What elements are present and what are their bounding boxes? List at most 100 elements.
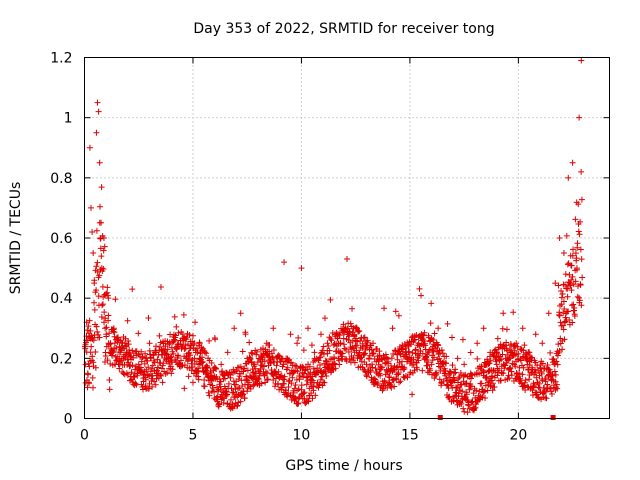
- data-point: [421, 337, 428, 344]
- data-point: [101, 319, 108, 326]
- data-point: [572, 250, 579, 257]
- data-point: [312, 392, 319, 399]
- data-point: [464, 409, 471, 416]
- data-point: [298, 265, 305, 272]
- data-point: [356, 328, 363, 335]
- data-point: [566, 317, 573, 324]
- data-point: [405, 355, 412, 362]
- data-point: [538, 370, 545, 377]
- data-point: [307, 369, 314, 376]
- data-point: [275, 352, 282, 359]
- data-point: [459, 336, 466, 343]
- data-point: [116, 355, 123, 362]
- data-point: [533, 391, 540, 398]
- data-point: [105, 317, 112, 324]
- data-point: [195, 376, 202, 383]
- data-point: [230, 389, 237, 396]
- data-point: [349, 305, 356, 312]
- data-point: [317, 331, 324, 338]
- data-point: [508, 372, 515, 379]
- y-tick-label: 0.2: [50, 351, 72, 367]
- data-point: [308, 342, 315, 349]
- data-point: [90, 384, 97, 391]
- data-point: [472, 404, 479, 411]
- data-gap-markers: [437, 415, 556, 420]
- data-point: [427, 367, 434, 374]
- data-point: [396, 379, 403, 386]
- data-point: [572, 216, 579, 223]
- data-point: [569, 319, 576, 326]
- data-point: [169, 366, 176, 373]
- data-point: [98, 184, 105, 191]
- data-point: [227, 374, 234, 381]
- y-tick-label: 1.2: [50, 51, 72, 67]
- data-point: [326, 347, 333, 354]
- data-point: [105, 312, 112, 319]
- y-tick-label: 0.4: [50, 291, 72, 307]
- data-point: [482, 394, 489, 401]
- data-point: [145, 385, 152, 392]
- data-point: [153, 349, 160, 356]
- data-point: [496, 357, 503, 364]
- data-point: [89, 374, 96, 381]
- data-point: [284, 393, 291, 400]
- data-point: [502, 362, 509, 369]
- data-point: [186, 332, 193, 339]
- data-point: [85, 379, 92, 386]
- data-point: [241, 394, 248, 401]
- data-point: [96, 334, 103, 341]
- data-point: [234, 402, 241, 409]
- data-point: [429, 357, 436, 364]
- data-point: [485, 360, 492, 367]
- data-point: [243, 374, 250, 381]
- data-point: [168, 370, 175, 377]
- data-point: [487, 349, 494, 356]
- data-point: [399, 342, 406, 349]
- data-point: [89, 353, 96, 360]
- data-point: [156, 332, 163, 339]
- data-point: [311, 349, 318, 356]
- data-point: [571, 304, 578, 311]
- data-point: [97, 235, 104, 241]
- data-point: [394, 356, 401, 363]
- data-point: [126, 363, 133, 370]
- data-point: [124, 349, 131, 356]
- data-point: [189, 364, 196, 371]
- data-point: [452, 369, 459, 376]
- data-point: [559, 291, 566, 298]
- data-point: [461, 361, 468, 368]
- data-point: [340, 335, 347, 342]
- data-point: [346, 328, 353, 335]
- data-point: [89, 335, 96, 342]
- data-point: [239, 348, 246, 355]
- data-point: [294, 368, 301, 375]
- data-point: [561, 306, 568, 313]
- data-point: [347, 320, 354, 327]
- data-point: [562, 271, 569, 278]
- data-point: [232, 386, 239, 393]
- y-tick-label: 0.6: [50, 231, 72, 247]
- data-point: [531, 382, 538, 389]
- data-point: [195, 373, 202, 380]
- data-point: [345, 349, 352, 356]
- data-point: [224, 391, 231, 398]
- data-point: [575, 201, 582, 208]
- data-point: [310, 387, 317, 394]
- data-point: [404, 374, 411, 381]
- data-point: [164, 369, 171, 376]
- data-point: [90, 250, 97, 257]
- data-point: [389, 325, 396, 332]
- data-point: [554, 352, 561, 359]
- data-point: [98, 314, 105, 321]
- data-point: [500, 370, 507, 377]
- data-point: [568, 287, 575, 294]
- data-point: [451, 377, 458, 384]
- data-point: [510, 309, 517, 316]
- data-point: [411, 337, 418, 344]
- data-point: [97, 203, 104, 210]
- data-point: [435, 342, 442, 349]
- data-point: [296, 376, 303, 383]
- data-point: [125, 359, 132, 366]
- data-point: [393, 364, 400, 371]
- data-point: [519, 325, 526, 332]
